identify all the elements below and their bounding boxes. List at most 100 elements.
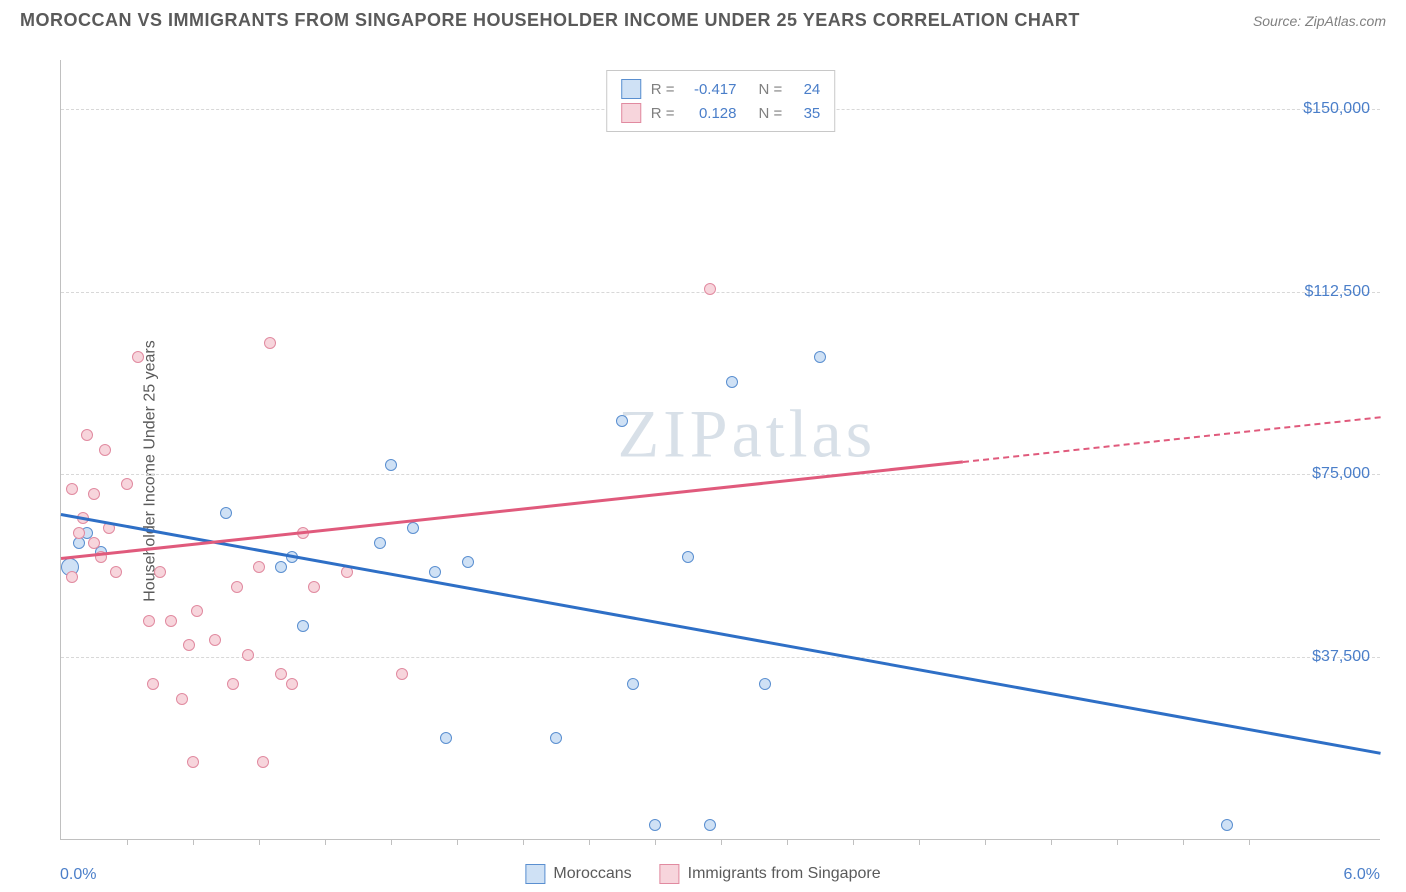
data-point (187, 756, 199, 768)
data-point (726, 376, 738, 388)
legend-label: Immigrants from Singapore (688, 865, 881, 883)
x-tick (589, 839, 590, 845)
x-tick (127, 839, 128, 845)
legend-swatch (621, 103, 641, 123)
x-tick (985, 839, 986, 845)
data-point (220, 507, 232, 519)
x-tick (523, 839, 524, 845)
data-point (66, 483, 78, 495)
x-tick (1117, 839, 1118, 845)
correlation-legend: R = -0.417 N = 24 R = 0.128 N = 35 (606, 70, 836, 132)
data-point (132, 351, 144, 363)
data-point (759, 678, 771, 690)
data-point (440, 732, 452, 744)
chart-container: Householder Income Under 25 years ZIPatl… (0, 50, 1406, 892)
x-tick (1183, 839, 1184, 845)
gridline (61, 292, 1380, 293)
x-tick (457, 839, 458, 845)
legend-item: Immigrants from Singapore (660, 864, 881, 884)
chart-header: MOROCCAN VS IMMIGRANTS FROM SINGAPORE HO… (20, 10, 1386, 31)
legend-stat-row: R = 0.128 N = 35 (621, 101, 821, 125)
legend-swatch (660, 864, 680, 884)
data-point (66, 571, 78, 583)
data-point (253, 561, 265, 573)
legend-stat-row: R = -0.417 N = 24 (621, 77, 821, 101)
legend-item: Moroccans (525, 864, 631, 884)
data-point (297, 620, 309, 632)
data-point (121, 478, 133, 490)
series-legend: Moroccans Immigrants from Singapore (525, 864, 880, 884)
data-point (385, 459, 397, 471)
x-axis-min-label: 0.0% (60, 866, 96, 884)
n-value: 24 (792, 81, 820, 98)
data-point (209, 634, 221, 646)
r-label: R = (651, 105, 675, 122)
data-point (275, 561, 287, 573)
data-point (242, 649, 254, 661)
x-tick (853, 839, 854, 845)
data-point (154, 566, 166, 578)
data-point (73, 527, 85, 539)
data-point (308, 581, 320, 593)
data-point (183, 639, 195, 651)
y-tick-label: $75,000 (1312, 465, 1370, 483)
data-point (396, 668, 408, 680)
data-point (227, 678, 239, 690)
x-tick (787, 839, 788, 845)
data-point (257, 756, 269, 768)
legend-swatch (621, 79, 641, 99)
data-point (81, 429, 93, 441)
chart-title: MOROCCAN VS IMMIGRANTS FROM SINGAPORE HO… (20, 10, 1080, 31)
plot-area: ZIPatlas R = -0.417 N = 24 R = 0.128 N = 35 $37… (60, 60, 1380, 840)
r-value: -0.417 (685, 81, 737, 98)
gridline (61, 474, 1380, 475)
data-point (407, 522, 419, 534)
data-point (627, 678, 639, 690)
r-label: R = (651, 81, 675, 98)
data-point (374, 537, 386, 549)
n-label: N = (759, 81, 783, 98)
x-tick (721, 839, 722, 845)
trend-line-dashed (963, 416, 1381, 463)
data-point (616, 415, 628, 427)
x-tick (655, 839, 656, 845)
source-attribution: Source: ZipAtlas.com (1253, 13, 1386, 29)
data-point (176, 693, 188, 705)
x-axis-max-label: 6.0% (1344, 866, 1380, 884)
data-point (147, 678, 159, 690)
x-tick (919, 839, 920, 845)
y-tick-label: $112,500 (1304, 283, 1370, 301)
x-tick (391, 839, 392, 845)
data-point (264, 337, 276, 349)
data-point (704, 283, 716, 295)
x-tick (1051, 839, 1052, 845)
x-tick (325, 839, 326, 845)
data-point (550, 732, 562, 744)
r-value: 0.128 (685, 105, 737, 122)
data-point (814, 351, 826, 363)
data-point (649, 819, 661, 831)
data-point (88, 488, 100, 500)
data-point (231, 581, 243, 593)
x-tick (1249, 839, 1250, 845)
legend-swatch (525, 864, 545, 884)
watermark: ZIPatlas (618, 394, 877, 473)
n-value: 35 (792, 105, 820, 122)
trend-line (61, 461, 963, 560)
x-tick (259, 839, 260, 845)
gridline (61, 657, 1380, 658)
data-point (462, 556, 474, 568)
data-point (704, 819, 716, 831)
data-point (1221, 819, 1233, 831)
data-point (143, 615, 155, 627)
data-point (165, 615, 177, 627)
y-tick-label: $37,500 (1312, 648, 1370, 666)
data-point (88, 537, 100, 549)
x-tick (193, 839, 194, 845)
data-point (191, 605, 203, 617)
data-point (275, 668, 287, 680)
data-point (286, 678, 298, 690)
n-label: N = (759, 105, 783, 122)
trend-line (61, 513, 1381, 754)
data-point (110, 566, 122, 578)
